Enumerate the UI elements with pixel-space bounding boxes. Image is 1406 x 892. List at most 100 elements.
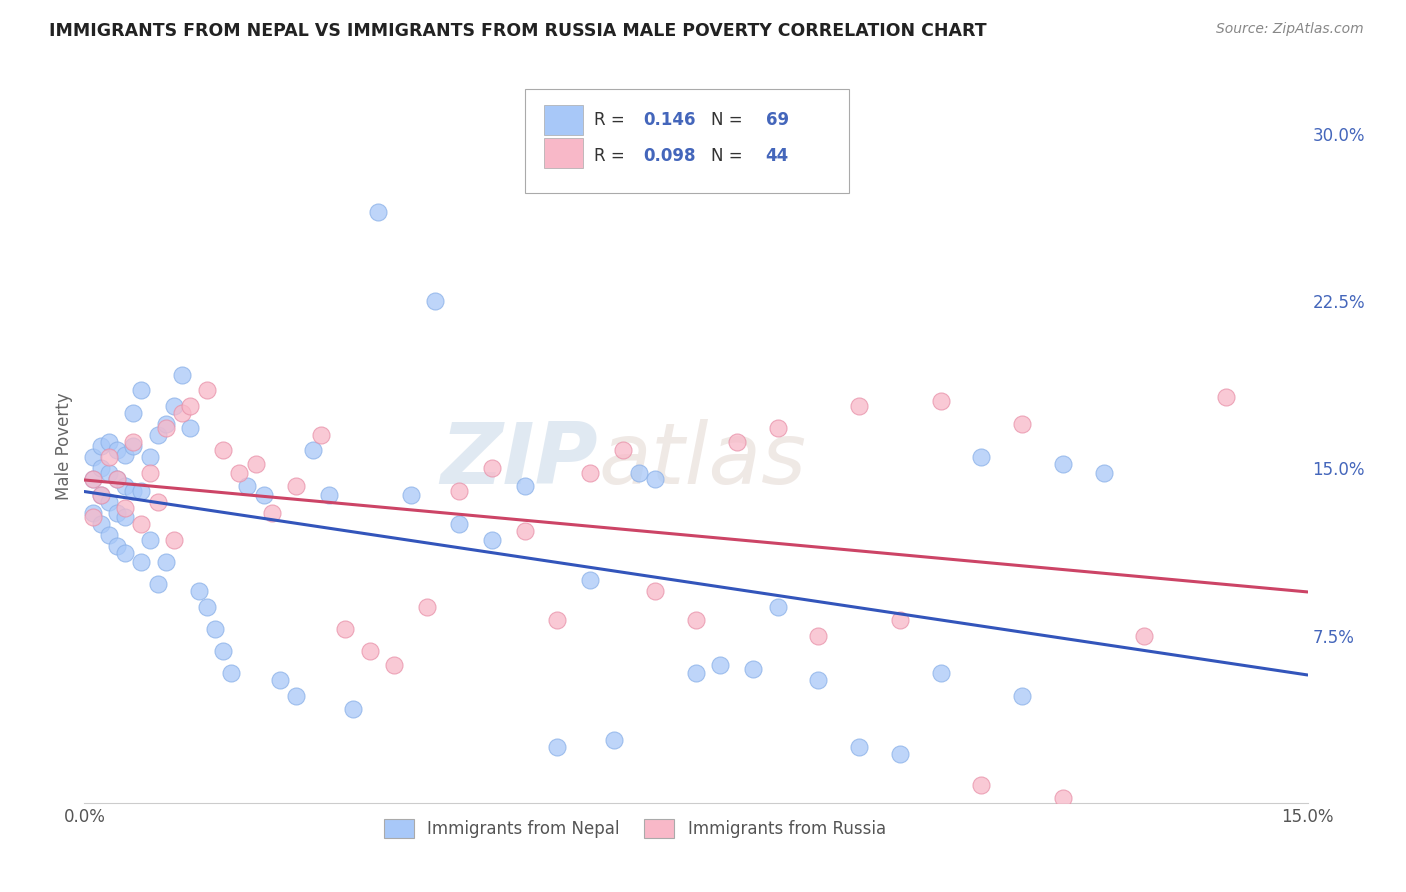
Point — [105, 473, 128, 487]
Point — [889, 747, 911, 761]
Point — [889, 613, 911, 627]
Point — [603, 733, 626, 747]
Point — [848, 399, 870, 413]
Point — [612, 443, 634, 458]
Point — [766, 599, 789, 614]
Point — [848, 740, 870, 755]
Point — [82, 473, 104, 487]
Text: 0.098: 0.098 — [644, 146, 696, 164]
Point — [929, 666, 952, 681]
Point — [90, 439, 112, 453]
Point — [105, 443, 128, 458]
Point — [285, 479, 308, 493]
Point — [105, 506, 128, 520]
Point — [212, 443, 235, 458]
Point — [82, 473, 104, 487]
Point — [644, 473, 666, 487]
Point — [449, 483, 471, 498]
Point — [579, 573, 602, 587]
Point — [179, 421, 201, 435]
Point — [685, 613, 707, 627]
Point — [114, 510, 136, 524]
Point — [172, 405, 194, 419]
Point — [138, 533, 160, 547]
Point — [155, 421, 177, 435]
Point — [195, 384, 218, 398]
Point — [481, 461, 503, 475]
Point — [335, 622, 357, 636]
Point — [90, 461, 112, 475]
Point — [172, 368, 194, 382]
Point — [187, 583, 209, 598]
Text: ZIP: ZIP — [440, 418, 598, 502]
Point — [204, 622, 226, 636]
Point — [685, 666, 707, 681]
Point — [1011, 689, 1033, 703]
Point — [807, 628, 830, 642]
Point — [90, 516, 112, 531]
Point — [138, 450, 160, 464]
Point — [114, 448, 136, 462]
Point — [97, 450, 120, 464]
Point — [82, 450, 104, 464]
Point — [131, 483, 153, 498]
Point — [807, 673, 830, 687]
Point — [122, 405, 145, 419]
Point — [367, 204, 389, 219]
Point — [709, 657, 731, 672]
Point — [579, 466, 602, 480]
Point — [766, 421, 789, 435]
Text: N =: N = — [710, 111, 748, 128]
Point — [318, 488, 340, 502]
Point — [146, 427, 169, 442]
Point — [359, 644, 381, 658]
Point — [219, 666, 242, 681]
Point — [97, 494, 120, 508]
Legend: Immigrants from Nepal, Immigrants from Russia: Immigrants from Nepal, Immigrants from R… — [377, 812, 893, 845]
Point — [342, 702, 364, 716]
Point — [236, 479, 259, 493]
Point — [309, 427, 332, 442]
Point — [285, 689, 308, 703]
Point — [163, 533, 186, 547]
Text: R =: R = — [595, 146, 630, 164]
FancyBboxPatch shape — [524, 89, 849, 193]
Point — [131, 516, 153, 531]
Point — [245, 457, 267, 471]
Point — [1215, 390, 1237, 404]
Point — [546, 613, 568, 627]
Text: atlas: atlas — [598, 418, 806, 502]
Text: N =: N = — [710, 146, 748, 164]
Point — [114, 479, 136, 493]
Point — [82, 506, 104, 520]
Point — [929, 394, 952, 409]
Point — [1133, 628, 1156, 642]
Point — [449, 516, 471, 531]
Point — [131, 555, 153, 569]
Point — [1052, 457, 1074, 471]
Point — [269, 673, 291, 687]
Text: R =: R = — [595, 111, 630, 128]
Point — [155, 555, 177, 569]
Point — [138, 466, 160, 480]
Point — [97, 466, 120, 480]
Text: 44: 44 — [766, 146, 789, 164]
Point — [513, 479, 536, 493]
Point — [260, 506, 283, 520]
Point — [228, 466, 250, 480]
Text: 0.146: 0.146 — [644, 111, 696, 128]
Point — [546, 740, 568, 755]
Point — [644, 583, 666, 598]
Point — [82, 510, 104, 524]
Point — [742, 662, 765, 676]
FancyBboxPatch shape — [544, 105, 583, 135]
Point — [105, 473, 128, 487]
FancyBboxPatch shape — [544, 138, 583, 169]
Text: 69: 69 — [766, 111, 789, 128]
Point — [122, 439, 145, 453]
Point — [131, 384, 153, 398]
Point — [114, 546, 136, 560]
Point — [301, 443, 323, 458]
Point — [90, 488, 112, 502]
Point — [1092, 466, 1115, 480]
